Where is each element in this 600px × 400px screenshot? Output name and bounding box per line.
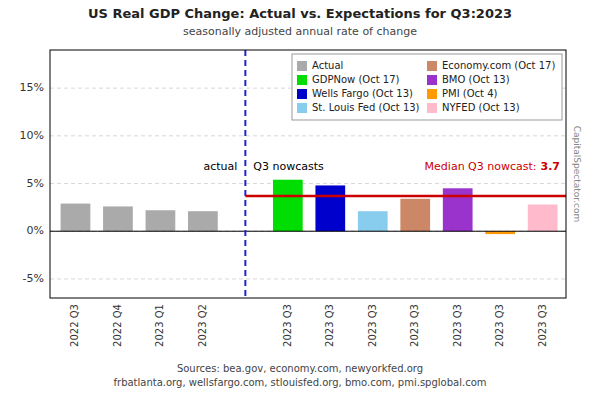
x-tick-label: 2023 Q3: [282, 304, 293, 347]
y-tick-label: 10%: [20, 129, 44, 142]
median-line: [245, 195, 566, 198]
grid-line: [50, 278, 566, 279]
legend-label: St. Louis Fed (Oct 13): [312, 102, 420, 113]
y-tick-label: 5%: [27, 177, 44, 190]
y-tick-label: 0%: [27, 224, 44, 237]
legend-label: PMI (Oct 4): [442, 88, 498, 99]
legend-swatch: [427, 103, 437, 113]
source: frbatlanta.org, wellsfargo.com, stlouisf…: [114, 377, 487, 388]
bars: [61, 180, 558, 234]
x-tick-label: 2023 Q2: [197, 304, 208, 347]
bar: [188, 211, 218, 231]
y-tick-label: -5%: [23, 272, 44, 285]
x-tick-label: 2023 Q3: [537, 304, 548, 347]
reference-lines: [245, 50, 566, 298]
y-tick-label: 15%: [20, 81, 44, 94]
legend-label: BMO (Oct 13): [442, 74, 510, 85]
median-label: Median Q3 nowcast:: [425, 160, 537, 173]
annotation: actual: [203, 160, 237, 173]
bar: [358, 211, 388, 231]
divider-line: [244, 50, 246, 298]
x-tick-label: 2022 Q3: [69, 304, 80, 347]
legend-swatch: [427, 61, 437, 71]
bar: [146, 210, 176, 231]
watermark: CapitalSpectator.com: [572, 126, 582, 223]
median-value-label: 3.7: [541, 160, 561, 173]
legend-label: Economy.com (Oct 17): [442, 60, 555, 71]
bar: [273, 180, 303, 232]
bar: [528, 205, 558, 232]
x-tick-label: 2023 Q3: [367, 304, 378, 347]
legend-label: Wells Fargo (Oct 13): [312, 88, 413, 99]
legend-swatch: [297, 75, 307, 85]
bar: [61, 204, 91, 232]
plot-frame: [50, 50, 566, 298]
baseline: [50, 231, 566, 232]
bar: [103, 206, 133, 231]
legend-label: NYFED (Oct 13): [442, 102, 520, 113]
grid-line: [50, 135, 566, 136]
grid-line: [50, 231, 566, 232]
median-annotation: Median Q3 nowcast: 3.7: [425, 160, 560, 173]
legend-swatch: [297, 61, 307, 71]
x-tick-label: 2023 Q3: [409, 304, 420, 347]
legend-label: GDPNow (Oct 17): [312, 74, 400, 85]
annotation: Q3 nowcasts: [253, 160, 324, 173]
x-tick-label: 2023 Q3: [494, 304, 505, 347]
source: Sources: bea.gov, economy.com, newyorkfe…: [177, 363, 423, 374]
bar: [315, 185, 345, 231]
x-tick-label: 2023 Q3: [452, 304, 463, 347]
x-tick-label: 2022 Q4: [112, 304, 123, 347]
legend-swatch: [297, 103, 307, 113]
subtitle: seasonally adjusted annual rate of chang…: [183, 25, 417, 38]
legend: Actual Economy.com (Oct 17) GDPNow (Oct 17…: [292, 54, 562, 120]
x-tick-label: 2023 Q3: [324, 304, 335, 347]
chart: US Real GDP Change: Actual vs. Expectati…: [0, 0, 600, 400]
legend-label: Actual: [312, 60, 343, 71]
legend-swatch: [427, 75, 437, 85]
x-tick-label: 2023 Q1: [154, 304, 165, 347]
legend-swatch: [427, 89, 437, 99]
legend-frame: [292, 54, 562, 120]
grid-line: [50, 183, 566, 184]
bar: [400, 199, 430, 231]
legend-swatch: [297, 89, 307, 99]
title: US Real GDP Change: Actual vs. Expectati…: [88, 6, 512, 21]
